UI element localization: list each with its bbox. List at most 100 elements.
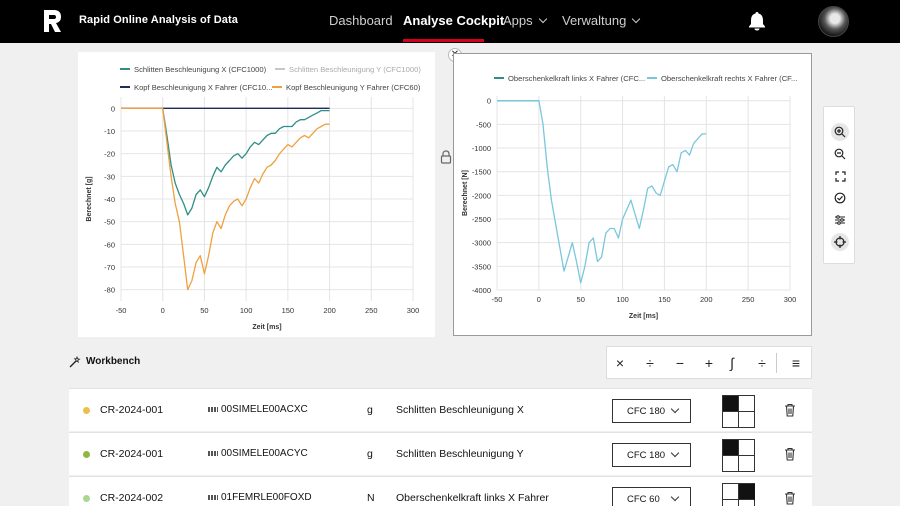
legend-item[interactable]: Kopf Beschleunigung X Fahrer (CFC10... xyxy=(120,83,272,92)
x-tick-label: -50 xyxy=(492,295,503,304)
add-button[interactable]: + xyxy=(704,355,714,371)
x-tick-label: 100 xyxy=(616,295,629,304)
signal-icon xyxy=(208,406,218,412)
quadrant-bottom-right[interactable] xyxy=(739,412,755,428)
quadrant-bottom-left[interactable] xyxy=(723,456,739,472)
fit-view-button[interactable] xyxy=(831,167,849,185)
y-tick-label: -2000 xyxy=(472,191,491,200)
quadrant-top-right[interactable] xyxy=(739,396,755,412)
chart-position-selector[interactable] xyxy=(722,483,755,506)
nav-verwaltung[interactable]: Verwaltung xyxy=(562,13,641,28)
legend-item[interactable]: Oberschenkelkraft rechts X Fahrer (CF... xyxy=(647,74,797,83)
nav-dashboard[interactable]: Dashboard xyxy=(329,13,393,28)
chart-position-selector[interactable] xyxy=(722,395,755,428)
filter-select[interactable]: CFC 180 xyxy=(612,443,691,467)
x-tick-label: -50 xyxy=(116,306,127,315)
quadrant-top-left[interactable] xyxy=(723,484,739,500)
nav-apps[interactable]: Apps xyxy=(503,13,547,28)
x-tick-label: 0 xyxy=(537,295,541,304)
zoom-out-icon xyxy=(834,148,846,160)
series-line[interactable] xyxy=(121,107,330,291)
x-tick-label: 150 xyxy=(658,295,671,304)
chevron-down-icon xyxy=(632,14,641,24)
user-avatar[interactable] xyxy=(818,6,849,37)
y-tick-label: -80 xyxy=(104,286,115,295)
toolbar-divider xyxy=(776,353,777,373)
x-tick-label: 250 xyxy=(742,295,755,304)
series-color-dot xyxy=(83,495,90,502)
notification-bell-icon[interactable] xyxy=(748,11,766,31)
quadrant-top-left[interactable] xyxy=(723,440,739,456)
channel-name: Schlitten Beschleunigung Y xyxy=(396,448,524,460)
series-line[interactable] xyxy=(497,100,707,284)
x-tick-label: 300 xyxy=(784,295,797,304)
crosshair-button[interactable] xyxy=(831,233,849,251)
y-tick-label: -1000 xyxy=(472,144,491,153)
legend-item[interactable]: Oberschenkelkraft links X Fahrer (CFC... xyxy=(494,74,645,83)
x-axis-label: Zeit [ms] xyxy=(629,313,658,320)
filter-select[interactable]: CFC 180 xyxy=(612,399,691,423)
quadrant-top-left[interactable] xyxy=(723,396,739,412)
unit: g xyxy=(367,404,373,416)
y-tick-label: -3500 xyxy=(472,262,491,271)
trash-icon[interactable] xyxy=(784,447,796,461)
settings-sliders-button[interactable] xyxy=(831,211,849,229)
divide-button[interactable]: ÷ xyxy=(646,355,654,371)
scale-button[interactable]: ÷ xyxy=(758,355,766,371)
x-tick-label: 0 xyxy=(161,306,165,315)
app-logo-icon[interactable] xyxy=(42,10,62,32)
quadrant-top-right[interactable] xyxy=(739,440,755,456)
filter-select[interactable]: CFC 60 xyxy=(612,487,691,506)
x-tick-label: 50 xyxy=(200,306,208,315)
nav-analyse-cockpit[interactable]: Analyse Cockpit xyxy=(403,13,505,28)
legend-item[interactable]: Schlitten Beschleunigung Y (CFC1000) xyxy=(275,65,421,74)
magic-wand-icon xyxy=(69,356,81,368)
series-color-dot xyxy=(83,407,90,414)
chart-panel-acceleration: Schlitten Beschleunigung X (CFC1000) Sch… xyxy=(78,52,435,337)
chevron-down-icon xyxy=(670,404,680,414)
series-color-dot xyxy=(83,451,90,458)
zoom-out-button[interactable] xyxy=(831,145,849,163)
y-tick-label: 0 xyxy=(111,104,115,113)
x-tick-label: 50 xyxy=(577,295,585,304)
workbench-row[interactable]: CR-2024-002 01FEMRLE00FOXD N Oberschenke… xyxy=(69,476,812,506)
confirm-button[interactable] xyxy=(831,189,849,207)
y-tick-label: -10 xyxy=(104,127,115,136)
y-tick-label: -1500 xyxy=(472,168,491,177)
force-chart[interactable]: -50 0 50 100 150 200 250 3000-500-1000-1500-200… xyxy=(454,54,811,335)
channel-name: Schlitten Beschleunigung X xyxy=(396,404,524,416)
formula-button[interactable]: ≡ xyxy=(791,355,801,371)
trash-icon[interactable] xyxy=(784,491,796,505)
test-id: CR-2024-001 xyxy=(100,448,164,460)
quadrant-bottom-right[interactable] xyxy=(739,456,755,472)
integrate-button[interactable]: ∫ xyxy=(730,355,734,371)
check-circle-icon xyxy=(834,192,846,204)
chart-position-selector[interactable] xyxy=(722,439,755,472)
workbench-row[interactable]: CR-2024-001 00SIMELE00ACYC g Schlitten B… xyxy=(69,432,812,475)
y-tick-label: -4000 xyxy=(472,286,491,295)
chevron-down-icon xyxy=(670,448,680,458)
zoom-in-button[interactable] xyxy=(831,123,849,141)
workbench-row[interactable]: CR-2024-001 00SIMELE00ACXC g Schlitten B… xyxy=(69,388,812,431)
legend-item[interactable]: Schlitten Beschleunigung X (CFC1000) xyxy=(120,65,266,74)
subtract-button[interactable]: − xyxy=(675,355,685,371)
series-line[interactable] xyxy=(121,107,330,216)
chart-panel-force: Oberschenkelkraft links X Fahrer (CFC...… xyxy=(453,53,812,336)
quadrant-top-right[interactable] xyxy=(739,484,755,500)
acceleration-chart[interactable]: -50 0 50 100 150 200 250 300 0 -10 -20 -30 -40 -50 -60… xyxy=(78,52,435,337)
trash-icon[interactable] xyxy=(784,403,796,417)
top-navigation-bar: Rapid Online Analysis of Data Dashboard … xyxy=(0,0,900,43)
y-tick-label: -2500 xyxy=(472,215,491,224)
multiply-button[interactable]: × xyxy=(615,355,625,371)
crosshair-icon xyxy=(834,236,846,248)
signal-code: 00SIMELE00ACYC xyxy=(208,448,308,459)
quadrant-bottom-right[interactable] xyxy=(739,500,755,506)
legend-item[interactable]: Kopf Beschleunigung Y Fahrer (CFC60) xyxy=(272,83,420,92)
test-id: CR-2024-002 xyxy=(100,492,164,504)
brand-title: Rapid Online Analysis of Data xyxy=(79,14,238,26)
fullscreen-icon xyxy=(834,170,846,182)
lock-icon[interactable] xyxy=(440,150,452,164)
quadrant-bottom-left[interactable] xyxy=(723,500,739,506)
quadrant-bottom-left[interactable] xyxy=(723,412,739,428)
unit: g xyxy=(367,448,373,460)
